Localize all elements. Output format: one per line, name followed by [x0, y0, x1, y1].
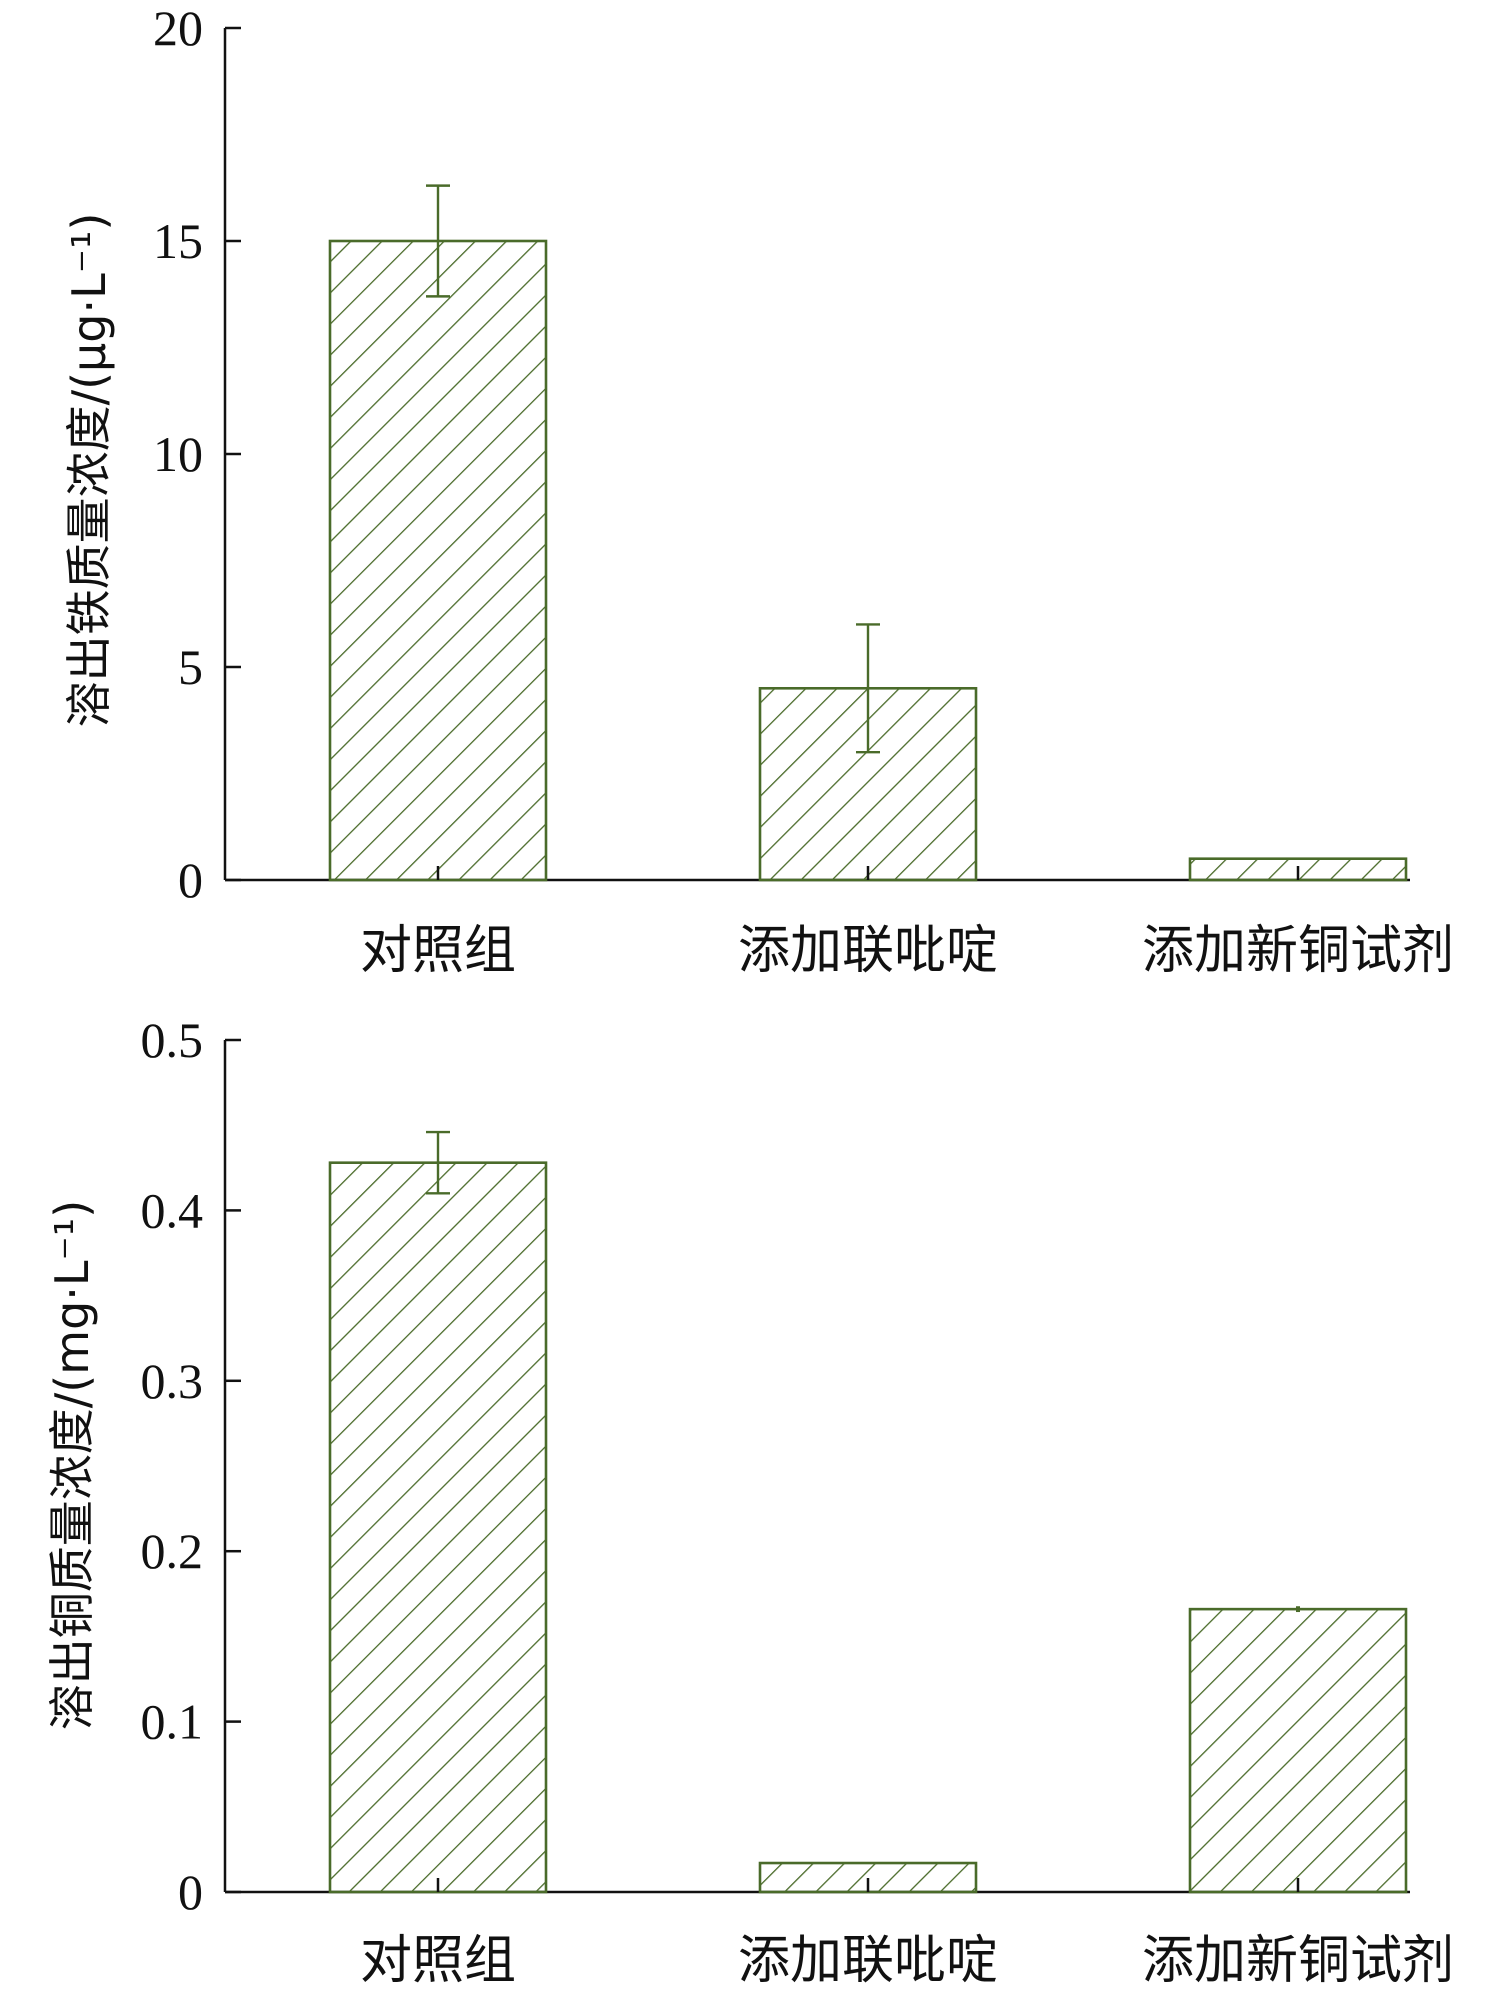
iron-y-axis-title: 溶出铁质量浓度/(μg·L⁻¹) — [62, 213, 116, 728]
copper-bar — [328, 1161, 548, 1894]
iron-category-label: 添加新铜试剂 — [1142, 921, 1454, 981]
copper-bars — [328, 1130, 1408, 1894]
iron-chart: 0 5 10 15 20 对照组 添加联吡啶 添加新铜试剂 溶出铁质量浓度/(μg·L⁻¹) — [62, 0, 1454, 981]
copper-chart: 0 0.1 0.2 0.3 0.4 0.5 对照组 添加联吡啶 添加新铜试剂 溶出铜质量浓度/… — [45, 1012, 1454, 1991]
copper-category-labels: 对照组 添加联吡啶 添加新铜试剂 — [360, 1931, 1454, 1991]
iron-y-tick-label: 5 — [178, 639, 203, 695]
copper-y-ticks: 0 0.1 0.2 0.3 0.4 0.5 — [141, 1012, 241, 1920]
copper-y-tick-label: 0.3 — [141, 1353, 204, 1409]
copper-y-tick-label: 0.5 — [141, 1012, 204, 1068]
iron-category-labels: 对照组 添加联吡啶 添加新铜试剂 — [360, 921, 1454, 981]
iron-y-tick-label: 10 — [153, 426, 203, 482]
iron-y-tick-label: 20 — [153, 0, 203, 56]
copper-category-label: 添加联吡啶 — [738, 1931, 998, 1991]
iron-bars — [328, 184, 1408, 882]
iron-y-axis: 0 5 10 15 20 — [153, 0, 241, 908]
copper-category-label: 对照组 — [360, 1931, 516, 1991]
iron-category-label: 对照组 — [360, 921, 516, 981]
iron-y-tick-label: 0 — [178, 852, 203, 908]
copper-category-label: 添加新铜试剂 — [1142, 1931, 1454, 1991]
copper-y-tick-label: 0 — [178, 1864, 203, 1920]
copper-y-tick-label: 0.2 — [141, 1523, 204, 1579]
iron-y-ticks: 0 5 10 15 20 — [153, 0, 241, 908]
iron-category-label: 添加联吡啶 — [738, 921, 998, 981]
copper-y-tick-label: 0.4 — [141, 1182, 204, 1238]
copper-bar — [1188, 1607, 1408, 1894]
iron-bar — [328, 239, 548, 882]
iron-y-tick-label: 15 — [153, 213, 203, 269]
copper-y-tick-label: 0.1 — [141, 1694, 204, 1750]
copper-y-axis-title: 溶出铜质量浓度/(mg·L⁻¹) — [45, 1200, 99, 1730]
copper-y-axis: 0 0.1 0.2 0.3 0.4 0.5 — [141, 1012, 241, 1920]
